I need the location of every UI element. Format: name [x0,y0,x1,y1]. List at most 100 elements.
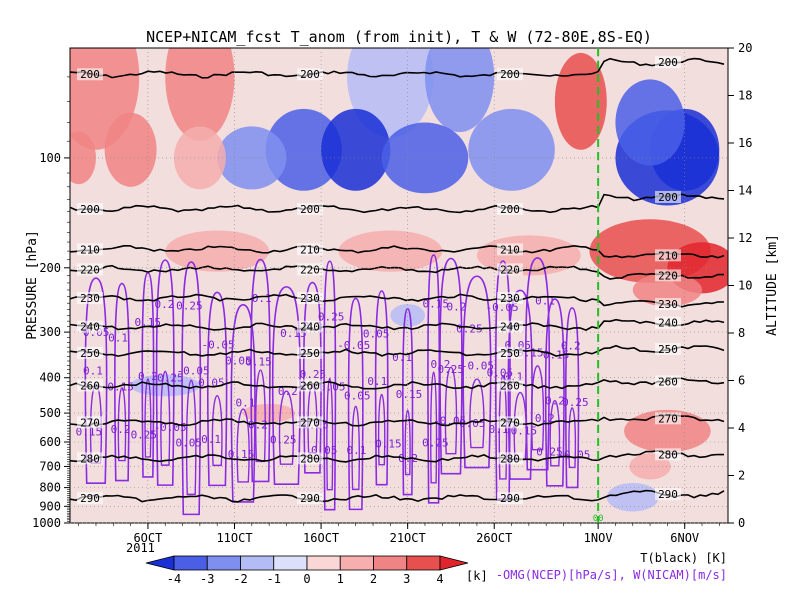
omega-contour-label: 0.25 [157,372,184,385]
contour-label-bg [497,346,523,359]
colorbar-arrow-high [439,555,469,571]
omega-contour [206,291,228,487]
contour-label-bg [77,452,103,465]
temperature-contour [70,318,725,331]
omega-contour-label: 0.1 [236,397,256,410]
legend-temperature: T(black) [K] [640,551,727,565]
omega-contour [255,369,266,463]
y-tick-label-left: 700 [39,459,61,473]
contour-label-bg [77,320,103,333]
colorbar-tick-label: 0 [303,572,310,586]
omega-contour-label: -0.05 [202,339,235,352]
temperature-contour-label: 230 [300,292,320,305]
anomaly-blob [606,482,659,512]
omega-contour [444,366,458,455]
contour-label-bg [655,316,681,329]
y-tick-label-left: 200 [39,261,61,275]
omega-contour-label: 0.05 [344,389,371,402]
temperature-contour [70,57,725,79]
contour-label-bg [655,488,681,501]
temperature-contour-label: 200 [658,191,678,204]
temperature-contours: 200 200 200 200 200 200 200 200 210 210 210 210 220 2… [70,56,725,505]
temperature-contour-label: 270 [658,412,678,425]
legend-omega: -OMG(NCEP)[hPa/s], W(NICAM)[m/s] [496,568,727,582]
temperature-contour [70,193,725,214]
contour-label-bg [297,452,323,465]
contour-label-bg [655,269,681,282]
contour-label-bg [497,452,523,465]
omega-contour-label: 0.15 [422,297,449,310]
anomaly-blob [390,304,425,327]
omega-contour-label: -0.05 [176,365,209,378]
temperature-contour-label: 250 [80,347,100,360]
temperature-contour-label: 270 [80,416,100,429]
omega-contour [160,371,171,466]
omega-contour-label: 0.25 [176,299,203,312]
omega-contour [469,378,485,449]
omega-contour-label: 0.15 [228,448,255,461]
temperature-contour-label: 220 [500,263,520,276]
omega-contour-label: 0.25 [562,396,589,409]
x-tick-label: 21OCT [390,531,426,545]
temperature-contour-label: 200 [80,203,100,216]
contour-label-bg [77,379,103,392]
temperature-contour-label: 200 [300,68,320,81]
omega-contour-label: -0.05 [433,414,466,427]
omega-contour [278,390,295,465]
omega-contour-label: 0.1 [252,292,272,305]
omega-contour-label: 0.1 [83,364,103,377]
omega-contour [544,298,565,487]
omega-contour-label: 0.2 [535,412,555,425]
omega-contour-label: 0.1 [201,433,221,446]
omega-contour-label: -0.05 [337,339,370,352]
omega-contour [84,277,108,484]
omega-contour [181,261,202,516]
forecast-init-marker: 00 [593,514,604,524]
contour-label-bg [297,263,323,276]
omega-contour [564,307,580,489]
omega-contour-label: 0.1 [392,351,412,364]
temperature-contour [70,414,725,427]
temperature-contour-label: 290 [300,492,320,505]
omega-contour [524,257,551,471]
y-tick-label-right: 8 [738,326,745,340]
axes: 100 200 300 400 500 600 700 800 900 1000 0 2 4 6 8 10 12… [32,41,752,545]
anomaly-blob [381,122,469,194]
temperature-contour-label: 290 [658,488,678,501]
temperature-contour-label: 200 [500,68,520,81]
chart-title: NCEP+NICAM_fcst T_anom (from init), T & … [146,28,652,46]
colorbar-swatch [406,555,441,571]
temperature-contour [70,344,725,357]
temperature-contour [70,377,725,390]
y-axis-label-left: PRESSURE [hPa] [25,230,40,340]
y-tick-label-left: 900 [39,499,61,513]
omega-contour [530,365,545,451]
omega-contour [302,281,322,474]
y-tick-label-right: 4 [738,421,745,435]
contour-label-bg [655,342,681,355]
grid-lines: 00 [70,48,728,524]
contour-label-bg [655,249,681,262]
omega-contour-label: 0.05 [225,354,252,367]
contour-label-bg [497,68,523,81]
temperature-contour-label: 220 [80,263,100,276]
colorbar-tick-label: 1 [337,572,344,586]
omega-contour-label: 0.2 [154,298,174,311]
y-tick-label-right: 12 [738,231,752,245]
y-tick-label-right: 2 [738,469,745,483]
omega-contour-label: -0.05 [557,448,590,461]
omega-contour-label: 0.15 [396,388,423,401]
temperature-contour-label: 290 [80,492,100,505]
colorbar-swatch [306,555,341,571]
y-tick-label-left: 100 [39,151,61,165]
omega-contour-label: 0.25 [270,434,297,447]
colorbar-arrow-low [145,555,175,571]
colorbar-swatch [173,555,208,571]
temperature-contour [70,293,725,308]
temperature-contour-label: 270 [500,416,520,429]
contour-label-bg [655,298,681,311]
temperature-contour-label: 260 [500,379,520,392]
temperature-contour-label: 280 [500,452,520,465]
anomaly-blob [217,126,287,190]
y-tick-label-right: 16 [738,136,752,150]
